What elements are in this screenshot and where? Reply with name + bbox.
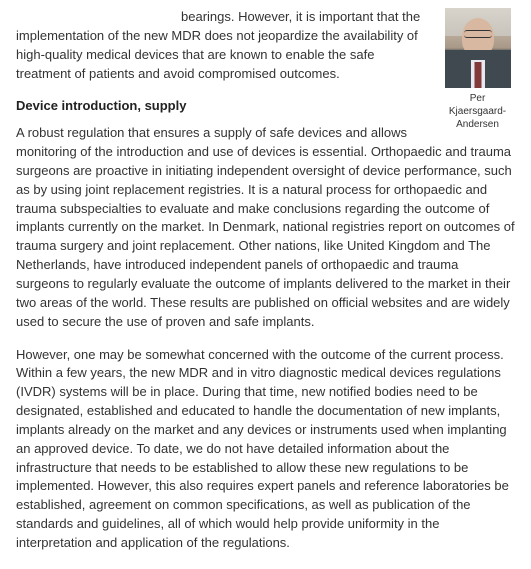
article-body: Per Kjaersgaard- Andersen bearings. Howe…	[16, 8, 515, 553]
body-paragraph: However, one may be somewhat concerned w…	[16, 346, 515, 553]
body-paragraph: A robust regulation that ensures a suppl…	[16, 124, 515, 331]
author-photo-block: Per Kjaersgaard- Andersen	[440, 8, 515, 131]
caption-line: Per	[440, 92, 515, 105]
caption-line: Andersen	[440, 118, 515, 131]
author-photo	[445, 8, 511, 88]
caption-line: Kjaersgaard-	[440, 105, 515, 118]
author-caption: Per Kjaersgaard- Andersen	[440, 92, 515, 131]
